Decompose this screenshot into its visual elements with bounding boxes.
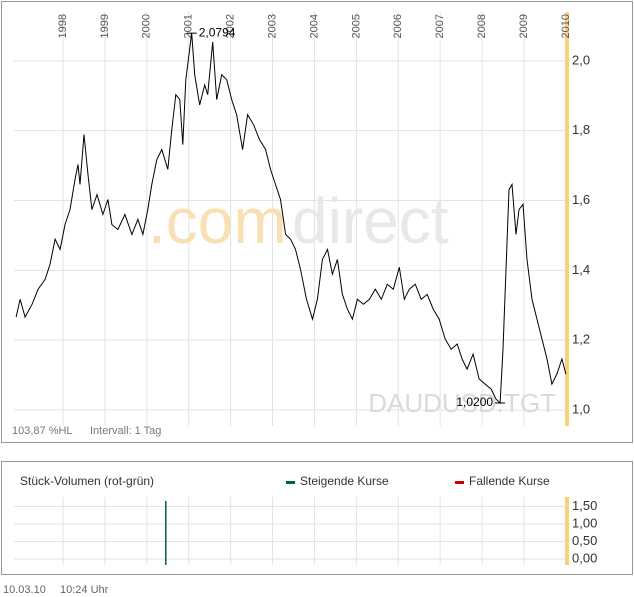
x-tick-label: 2004 <box>308 14 320 38</box>
y-tick-label: 0,00 <box>572 550 597 565</box>
volume-frame <box>1 461 633 575</box>
y-tick-label: 1,0 <box>572 401 590 416</box>
x-tick-label: 2006 <box>392 14 404 38</box>
info-interval: Intervall: 1 Tag <box>90 425 161 437</box>
footer-date: 10.03.10 <box>3 584 46 596</box>
volume-title: Stück-Volumen (rot-grün) <box>20 474 154 488</box>
x-tick-label: 2010 <box>560 14 572 38</box>
volume-bar <box>165 500 167 565</box>
x-tick-label: 1998 <box>57 14 69 38</box>
y-tick-label: 1,4 <box>572 262 590 277</box>
legend-swatch <box>455 481 464 484</box>
price-line <box>15 33 567 405</box>
x-tick-label: 2000 <box>141 14 153 38</box>
instrument: DAUDUSD.TGT <box>368 388 556 418</box>
y-tick-label: 1,6 <box>572 192 590 207</box>
current-marker <box>565 12 569 426</box>
y-tick-label: 1,2 <box>572 332 590 347</box>
annotation: 1,0200 <box>456 395 493 409</box>
x-tick-label: 2003 <box>266 14 278 38</box>
x-tick-label: 2009 <box>518 14 530 38</box>
watermark-direct: direct <box>292 185 449 257</box>
y-tick-label: 0,50 <box>572 533 597 548</box>
legend-label: Steigende Kurse <box>300 474 389 488</box>
info-hl: 103,87 %HL <box>12 425 73 437</box>
x-tick-label: 2005 <box>350 14 362 38</box>
y-tick-label: 1,8 <box>572 122 590 137</box>
x-tick-label: 2002 <box>225 14 237 38</box>
main-frame <box>1 1 633 443</box>
legend-swatch <box>286 481 295 484</box>
x-tick-label: 2008 <box>476 14 488 38</box>
y-tick-label: 2,0 <box>572 52 590 67</box>
x-tick-label: 1999 <box>99 14 111 38</box>
legend-label: Fallende Kurse <box>469 474 550 488</box>
y-tick-label: 1,00 <box>572 515 597 530</box>
y-tick-label: 1,50 <box>572 498 597 513</box>
current-marker <box>565 497 569 565</box>
x-tick-label: 2001 <box>183 14 195 38</box>
x-tick-label: 2007 <box>434 14 446 38</box>
annotation: 2,0794 <box>199 25 236 39</box>
footer-time: 10:24 Uhr <box>60 584 109 596</box>
watermark: .com direct DAUDUSD.TGT <box>148 185 556 418</box>
watermark-com: .com <box>148 185 287 257</box>
